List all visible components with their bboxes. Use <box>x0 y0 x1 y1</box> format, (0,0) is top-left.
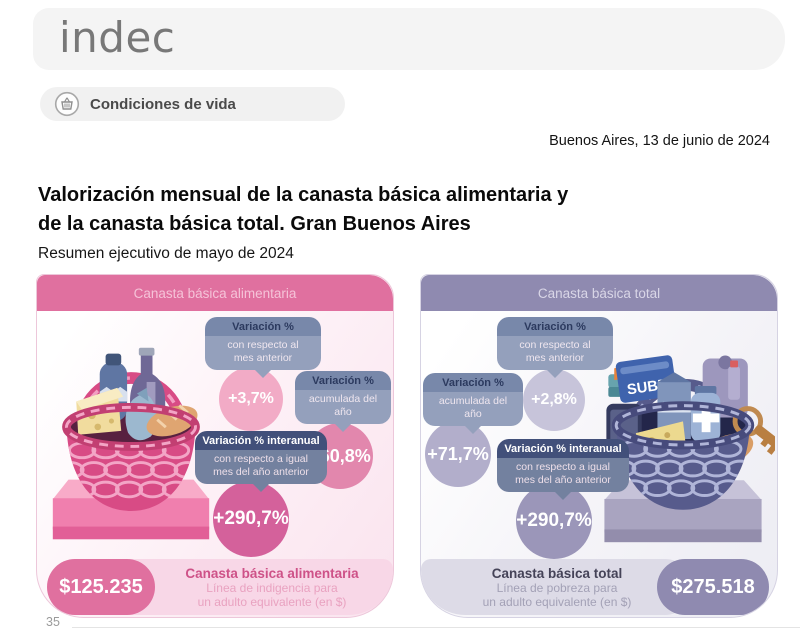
bubble-tail <box>546 369 564 378</box>
ytd-variation-bubble: Variación % acumulada del año <box>423 373 523 434</box>
bubble-title: Variación % <box>497 317 613 336</box>
basket-footer-desc: Línea de indigencia para un adulto equiv… <box>151 581 393 609</box>
bubble-subtitle-line: acumulada del año <box>308 393 378 418</box>
bubble-subtitle-line: mes anterior <box>233 351 293 364</box>
monthly-variation-bubble: Variación % con respecto al mes anterior <box>497 317 613 378</box>
bubble-title: Variación % interanual <box>497 439 629 458</box>
yoy-variation-bubble: Variación % interanual con respecto a ig… <box>497 439 629 500</box>
report-title-line2: de la canasta básica total. Gran Buenos … <box>38 213 471 235</box>
bubble-subtitle-line: con respecto al <box>519 339 591 351</box>
ytd-variation-bubble: Variación % acumulada del año <box>295 371 391 432</box>
bubble-tail <box>252 483 270 492</box>
bubble-subtitle-line: con respecto al <box>227 339 299 351</box>
basket-footer-desc-line: un adulto equivalente (en $) <box>482 594 632 609</box>
bubble-tail <box>554 491 572 500</box>
report-subtitle: Resumen ejecutivo de mayo de 2024 <box>38 245 294 262</box>
bubble-tail <box>464 425 482 434</box>
basket-footer-title: Canasta básica total <box>491 565 623 581</box>
bubble-subtitle: acumulada del año <box>295 390 391 424</box>
yoy-variation-value: +290,7% <box>516 483 592 559</box>
total-basket-illustration: SUBE <box>604 355 775 543</box>
monthly-variation-value: +2,8% <box>523 369 585 431</box>
food-basket-illustration <box>52 347 210 540</box>
header-banner: indec <box>33 8 785 70</box>
yoy-variation-value: +290,7% <box>213 481 289 557</box>
card-canasta-basica-total: Canasta básica total SUBE <box>420 274 778 618</box>
bubble-title: Variación % <box>295 371 391 390</box>
bubble-subtitle: con respecto a igual mes del año anterio… <box>195 450 327 484</box>
basket-footer-desc: Línea de pobreza para un adulto equivale… <box>421 581 693 609</box>
basket-amount: $275.518 <box>657 559 769 615</box>
card-title: Canasta básica alimentaria <box>37 275 393 311</box>
report-title-line1: Valorización mensual de la canasta básic… <box>38 184 569 206</box>
report-title: Valorización mensual de la canasta básic… <box>38 181 568 239</box>
footer-divider <box>72 627 800 628</box>
bubble-subtitle-line: con respecto a igual <box>516 461 610 473</box>
card-canasta-basica-alimentaria: Canasta básica alimentaria <box>36 274 394 618</box>
monthly-variation-value: +3,7% <box>219 367 283 431</box>
bubble-subtitle: con respecto al mes anterior <box>497 336 613 370</box>
bubble-subtitle-line: mes del año anterior <box>515 473 611 486</box>
category-pill: Condiciones de vida <box>40 87 345 121</box>
bubble-tail <box>334 423 352 432</box>
card-footer: Canasta básica total Línea de pobreza pa… <box>421 559 777 615</box>
bubble-tail <box>254 369 272 378</box>
bubble-subtitle-line: mes anterior <box>525 351 585 364</box>
basket-footer-desc-line: Línea de pobreza para <box>496 580 618 595</box>
monthly-variation-bubble: Variación % con respecto al mes anterior <box>205 317 321 378</box>
bubble-title: Variación % interanual <box>195 431 327 450</box>
bubble-title: Variación % <box>205 317 321 336</box>
bubble-subtitle: con respecto a igual mes del año anterio… <box>497 458 629 492</box>
basket-footer-title: Canasta básica alimentaria <box>185 565 359 581</box>
bubble-subtitle: con respecto al mes anterior <box>205 336 321 370</box>
ytd-variation-value: +71,7% <box>425 421 491 487</box>
bubble-subtitle-line: acumulada del año <box>438 395 508 420</box>
basket-amount: $125.235 <box>47 559 155 615</box>
basket-label-box: Canasta básica total Línea de pobreza pa… <box>421 559 693 615</box>
bubble-title: Variación % <box>423 373 523 392</box>
yoy-variation-bubble: Variación % interanual con respecto a ig… <box>195 431 327 492</box>
indec-logo: indec <box>59 13 176 62</box>
basket-icon <box>54 91 80 117</box>
basket-footer-desc-line: Línea de indigencia para <box>206 580 338 595</box>
page-number: 35 <box>46 615 60 629</box>
basket-footer-desc-line: un adulto equivalente (en $) <box>197 594 347 609</box>
bubble-subtitle: acumulada del año <box>423 392 523 426</box>
bubble-subtitle-line: mes del año anterior <box>213 465 309 478</box>
category-label: Condiciones de vida <box>90 95 236 113</box>
publication-date: Buenos Aires, 13 de junio de 2024 <box>549 133 770 149</box>
card-title: Canasta básica total <box>421 275 777 311</box>
card-footer: Canasta básica alimentaria Línea de indi… <box>37 559 393 615</box>
bubble-subtitle-line: con respecto a igual <box>214 453 308 465</box>
